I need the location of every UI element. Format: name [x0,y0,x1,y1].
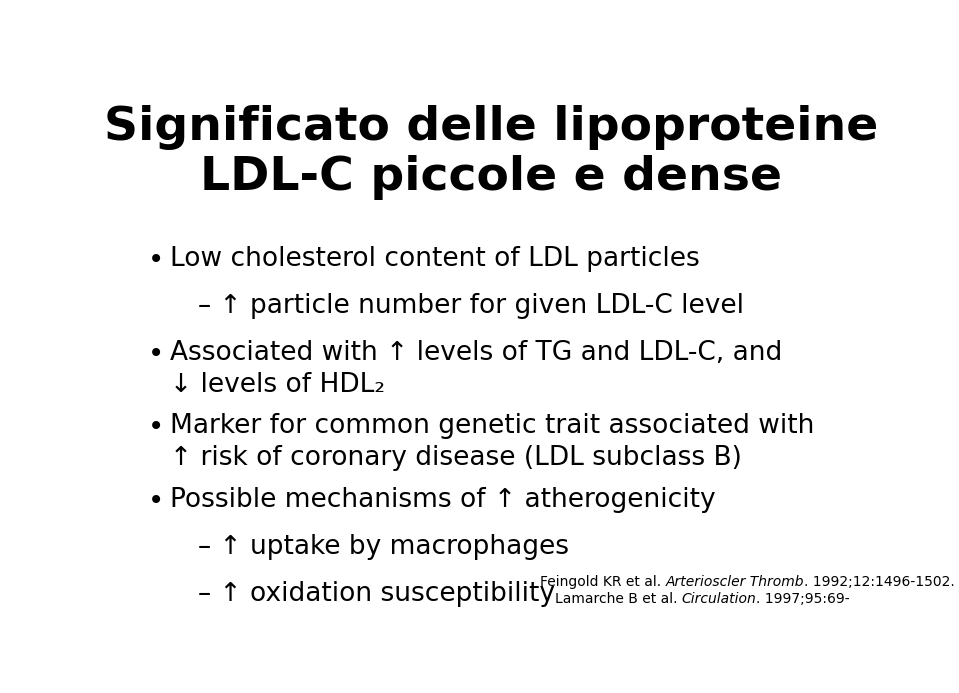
Text: Significato delle lipoproteine
LDL-C piccole e dense: Significato delle lipoproteine LDL-C pic… [105,105,878,200]
Text: – ↑ oxidation susceptibility: – ↑ oxidation susceptibility [198,581,555,607]
Text: •: • [148,414,164,441]
Text: Arterioscler Thromb: Arterioscler Thromb [666,575,804,589]
Text: . 1997;95:69-: . 1997;95:69- [757,592,850,606]
Text: Marker for common genetic trait associated with
↑ risk of coronary disease (LDL : Marker for common genetic trait associat… [171,414,815,471]
Text: – ↑ particle number for given LDL-C level: – ↑ particle number for given LDL-C leve… [198,293,744,319]
Text: Lamarche B et al.: Lamarche B et al. [554,592,682,606]
Text: Low cholesterol content of LDL particles: Low cholesterol content of LDL particles [171,246,700,272]
Text: – ↑ uptake by macrophages: – ↑ uptake by macrophages [198,534,569,560]
Text: Possible mechanisms of ↑ atherogenicity: Possible mechanisms of ↑ atherogenicity [171,487,716,513]
Text: •: • [148,487,164,515]
Text: •: • [148,246,164,274]
Text: Circulation: Circulation [682,592,757,606]
Text: Associated with ↑ levels of TG and LDL-C, and
↓ levels of HDL₂: Associated with ↑ levels of TG and LDL-C… [171,340,783,398]
Text: . 1992;12:1496-1502.: . 1992;12:1496-1502. [804,575,954,589]
Text: Feingold KR et al.: Feingold KR et al. [540,575,666,589]
Text: •: • [148,340,164,368]
